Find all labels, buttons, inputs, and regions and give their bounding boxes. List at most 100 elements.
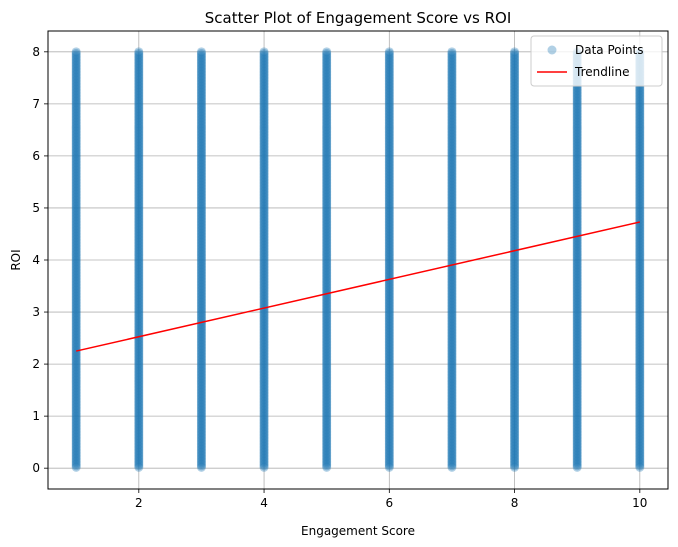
- data-point: [134, 152, 144, 162]
- data-point: [572, 368, 582, 378]
- data-point: [134, 366, 144, 376]
- data-point: [384, 461, 394, 471]
- data-point: [572, 147, 582, 157]
- data-point: [572, 446, 582, 456]
- data-point: [196, 62, 206, 72]
- data-point: [572, 132, 582, 142]
- data-point: [572, 354, 582, 364]
- data-point: [71, 294, 81, 304]
- data-point: [259, 57, 269, 67]
- data-point: [134, 296, 144, 306]
- data-point: [134, 396, 144, 406]
- data-point: [71, 231, 81, 241]
- data-point: [259, 219, 269, 229]
- data-point: [572, 209, 582, 219]
- data-point: [71, 365, 81, 375]
- data-point: [384, 455, 394, 465]
- data-point: [322, 360, 332, 370]
- data-point: [384, 113, 394, 123]
- data-point: [510, 293, 520, 303]
- data-point: [384, 204, 394, 214]
- data-point: [384, 285, 394, 295]
- data-point: [71, 362, 81, 372]
- data-point: [384, 446, 394, 456]
- data-point: [322, 230, 332, 240]
- data-point: [510, 279, 520, 289]
- data-point: [447, 104, 457, 114]
- data-point: [447, 176, 457, 186]
- data-point: [71, 186, 81, 196]
- data-point: [322, 152, 332, 162]
- data-point: [134, 249, 144, 259]
- data-point: [134, 159, 144, 169]
- data-point: [196, 360, 206, 370]
- data-point: [447, 332, 457, 342]
- data-point: [71, 54, 81, 64]
- data-point: [71, 315, 81, 325]
- data-point: [196, 444, 206, 454]
- data-point: [322, 450, 332, 460]
- data-point: [322, 69, 332, 79]
- data-point: [71, 210, 81, 220]
- data-point: [134, 267, 144, 277]
- data-point: [71, 56, 81, 66]
- data-point: [510, 170, 520, 180]
- data-point: [322, 251, 332, 261]
- data-point: [134, 69, 144, 79]
- data-point: [322, 149, 332, 159]
- data-point: [322, 374, 332, 384]
- data-point: [384, 146, 394, 156]
- data-point: [259, 434, 269, 444]
- data-point: [196, 135, 206, 145]
- data-point: [196, 458, 206, 468]
- data-point: [322, 198, 332, 208]
- data-point: [510, 53, 520, 63]
- data-point: [384, 288, 394, 298]
- data-point: [71, 182, 81, 192]
- data-point: [447, 171, 457, 181]
- data-point: [572, 449, 582, 459]
- data-point: [71, 306, 81, 316]
- data-point: [259, 135, 269, 145]
- data-point: [384, 203, 394, 213]
- data-point: [196, 312, 206, 322]
- data-point: [259, 236, 269, 246]
- data-point: [510, 441, 520, 451]
- data-point: [447, 297, 457, 307]
- data-point: [134, 339, 144, 349]
- data-point: [71, 152, 81, 162]
- data-point: [322, 134, 332, 144]
- data-point: [322, 308, 332, 318]
- data-point: [510, 140, 520, 150]
- data-point: [447, 146, 457, 156]
- data-point: [447, 240, 457, 250]
- data-point: [196, 69, 206, 79]
- data-point: [510, 261, 520, 271]
- data-point: [71, 410, 81, 420]
- data-point: [510, 404, 520, 414]
- data-point: [510, 99, 520, 109]
- data-point: [259, 189, 269, 199]
- data-point: [384, 311, 394, 321]
- data-point: [447, 218, 457, 228]
- data-point: [71, 252, 81, 262]
- data-point: [572, 351, 582, 361]
- data-point: [510, 104, 520, 114]
- data-point: [572, 99, 582, 109]
- data-point: [134, 99, 144, 109]
- data-point: [384, 105, 394, 115]
- data-point: [384, 408, 394, 418]
- data-point: [447, 173, 457, 183]
- data-point: [572, 434, 582, 444]
- data-point: [134, 104, 144, 114]
- data-point: [196, 243, 206, 253]
- data-point: [384, 326, 394, 336]
- data-point: [322, 116, 332, 126]
- data-point: [447, 423, 457, 433]
- data-point: [71, 53, 81, 63]
- data-point: [71, 233, 81, 243]
- data-point: [259, 167, 269, 177]
- data-point: [384, 197, 394, 207]
- data-point: [196, 110, 206, 120]
- data-point: [572, 206, 582, 216]
